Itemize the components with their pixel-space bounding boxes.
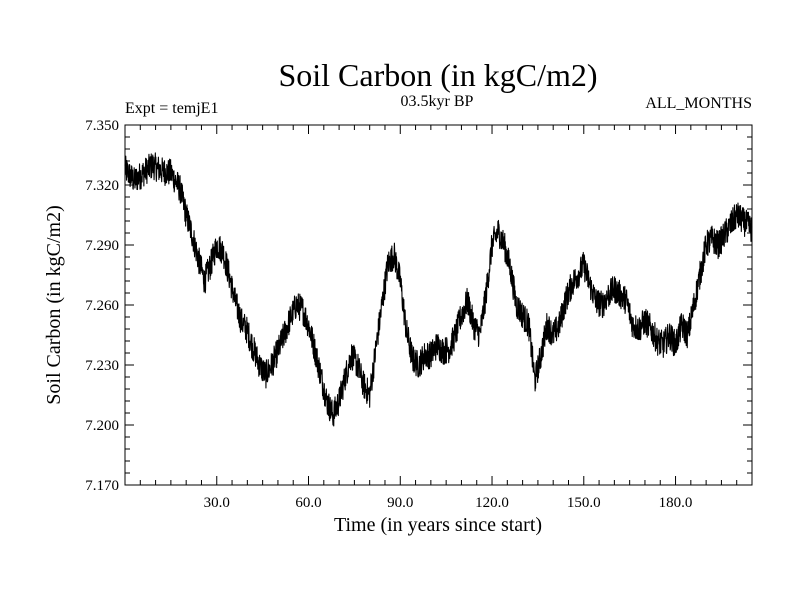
y-tick-label: 7.290	[85, 238, 119, 254]
y-tick-label: 7.170	[85, 478, 119, 494]
subtitle-center: 03.5kyr BP	[401, 93, 474, 110]
x-tick-label: 120.0	[475, 495, 509, 511]
subtitle-right: ALL_MONTHS	[645, 95, 752, 112]
chart-title: Soil Carbon (in kgC/m2)	[278, 57, 597, 93]
x-tick-label: 30.0	[204, 495, 230, 511]
x-tick-label: 150.0	[567, 495, 601, 511]
y-tick-label: 7.320	[85, 178, 119, 194]
x-tick-label: 90.0	[387, 495, 413, 511]
y-tick-label: 7.200	[85, 418, 119, 434]
y-tick-label: 7.260	[85, 298, 119, 314]
x-tick-label: 180.0	[659, 495, 693, 511]
y-tick-label: 7.230	[85, 358, 119, 374]
data-series-line	[124, 152, 753, 427]
y-axis-ticks: 7.170 7.200 7.230 7.260 7.290 7.320 7.350	[85, 118, 752, 494]
x-tick-label: 60.0	[295, 495, 321, 511]
x-axis-ticks: 30.0 60.0 90.0 120.0 150.0 180.0	[139, 125, 738, 511]
plot-frame	[124, 124, 753, 486]
y-tick-label: 7.350	[85, 118, 119, 134]
y-axis-label: Soil Carbon (in kgC/m2)	[43, 205, 65, 404]
plot-area	[124, 124, 753, 486]
x-axis-label: Time (in years since start)	[334, 514, 542, 536]
subtitle-left: Expt = temjE1	[125, 100, 218, 117]
